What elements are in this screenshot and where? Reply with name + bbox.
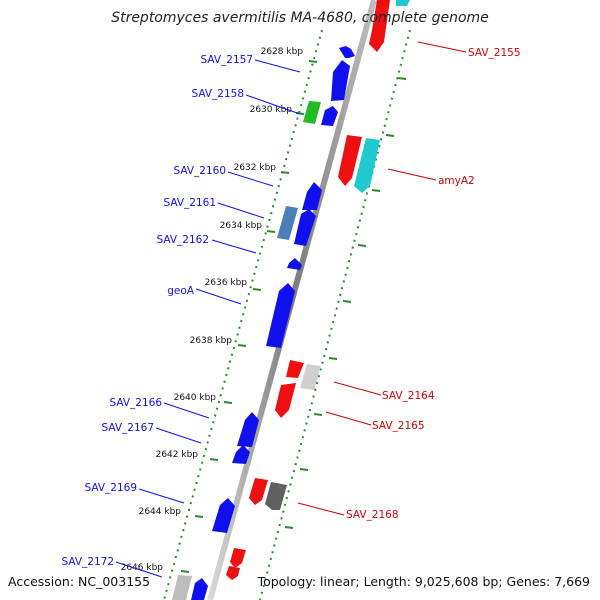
gene-arrow-sav-2168-red[interactable]	[249, 478, 268, 505]
gene-arrow-sav-2167[interactable]	[232, 445, 250, 464]
gene-fragment-top	[375, 20, 386, 30]
gene-arrow-sav-2155-cyan[interactable]	[396, 0, 410, 6]
gene-label-sav-2155[interactable]: SAV_2155	[468, 47, 521, 59]
gene-label-sav-2162[interactable]: SAV_2162	[156, 234, 209, 246]
gene-label-sav-2169[interactable]: SAV_2169	[84, 482, 137, 494]
kbp-label-2644: 2644 kbp	[139, 507, 182, 517]
kbp-label-2638: 2638 kbp	[190, 336, 233, 346]
gene-arrow-bottom-red-2[interactable]	[226, 566, 240, 580]
gene-label-sav-2166[interactable]: SAV_2166	[109, 397, 162, 409]
kbp-label-2634: 2634 kbp	[220, 221, 263, 231]
gene-label-sav-2168[interactable]: SAV_2168	[346, 509, 399, 521]
label-leaders	[115, 41, 467, 578]
gene-arrow-sav-2161[interactable]	[277, 206, 298, 240]
kbp-ticks	[180, 60, 407, 573]
gene-arrow-sav-2162[interactable]	[287, 258, 302, 270]
kbp-label-2642: 2642 kbp	[156, 450, 199, 460]
accession-text: Accession: NC_003155	[8, 574, 150, 589]
gene-arrow-amya2[interactable]	[338, 135, 362, 186]
map-title: Streptomyces avermitilis MA-4680, comple…	[111, 10, 489, 26]
gene-arrow-sav-2160[interactable]	[302, 182, 322, 210]
gene-arrow-bottom-red-1[interactable]	[230, 548, 246, 568]
gene-arrow-sav-2157[interactable]	[339, 46, 355, 58]
gene-label-geoa[interactable]: geoA	[167, 285, 195, 297]
gene-label-sav-2167[interactable]: SAV_2167	[101, 422, 154, 434]
gene-arrow-sav-2161-neighbor[interactable]	[294, 209, 316, 246]
gene-arrow-sav-2157b[interactable]	[331, 60, 350, 101]
forward-strand-guide-right	[259, 29, 411, 600]
gene-arrow-sav-2164-red[interactable]	[286, 360, 304, 378]
kbp-label-2646: 2646 kbp	[121, 563, 164, 573]
gene-arrow-sav-2164[interactable]	[300, 364, 321, 390]
gene-arrow-sav-2172[interactable]	[172, 575, 192, 600]
gene-arrow-sav-2158-neighbor[interactable]	[321, 106, 338, 126]
gene-arrow-sav-2169[interactable]	[212, 498, 235, 533]
gene-arrow-sav-2158[interactable]	[303, 101, 321, 124]
forward-strand-genes	[226, 0, 410, 580]
gene-arrow-amya2-cyan[interactable]	[354, 138, 380, 193]
topology-summary-text: Topology: linear; Length: 9,025,608 bp; …	[257, 574, 590, 589]
reverse-strand-genes	[172, 46, 355, 600]
gene-arrow-sav-2165[interactable]	[275, 383, 296, 418]
gene-label-sav-2172[interactable]: SAV_2172	[61, 556, 114, 568]
reverse-strand-guide-left	[163, 29, 323, 600]
kbp-label-2636: 2636 kbp	[205, 278, 248, 288]
gene-label-sav-2157[interactable]: SAV_2157	[200, 54, 253, 66]
kbp-label-2630: 2630 kbp	[250, 105, 293, 115]
kbp-labels: 2628 kbp 2630 kbp 2632 kbp 2634 kbp 2636…	[121, 47, 304, 573]
gene-arrow-geoa[interactable]	[266, 283, 295, 348]
gene-label-amya2[interactable]: amyA2	[438, 175, 475, 187]
gene-label-sav-2158[interactable]: SAV_2158	[191, 88, 244, 100]
gene-arrow-sav-2166[interactable]	[237, 412, 259, 447]
kbp-label-2632: 2632 kbp	[234, 163, 277, 173]
gene-label-sav-2160[interactable]: SAV_2160	[173, 165, 226, 177]
gene-label-sav-2164[interactable]: SAV_2164	[382, 390, 435, 402]
gene-labels: SAV_2157 SAV_2158 SAV_2160 SAV_2161 SAV_…	[61, 47, 520, 568]
gene-label-sav-2165[interactable]: SAV_2165	[372, 420, 425, 432]
kbp-label-2628: 2628 kbp	[261, 47, 304, 57]
kbp-label-2640: 2640 kbp	[174, 393, 217, 403]
gene-arrow-sav-2168[interactable]	[265, 482, 287, 510]
gene-arrow-sav-2172-neighbor[interactable]	[191, 578, 208, 600]
gene-label-sav-2161[interactable]: SAV_2161	[163, 197, 216, 209]
